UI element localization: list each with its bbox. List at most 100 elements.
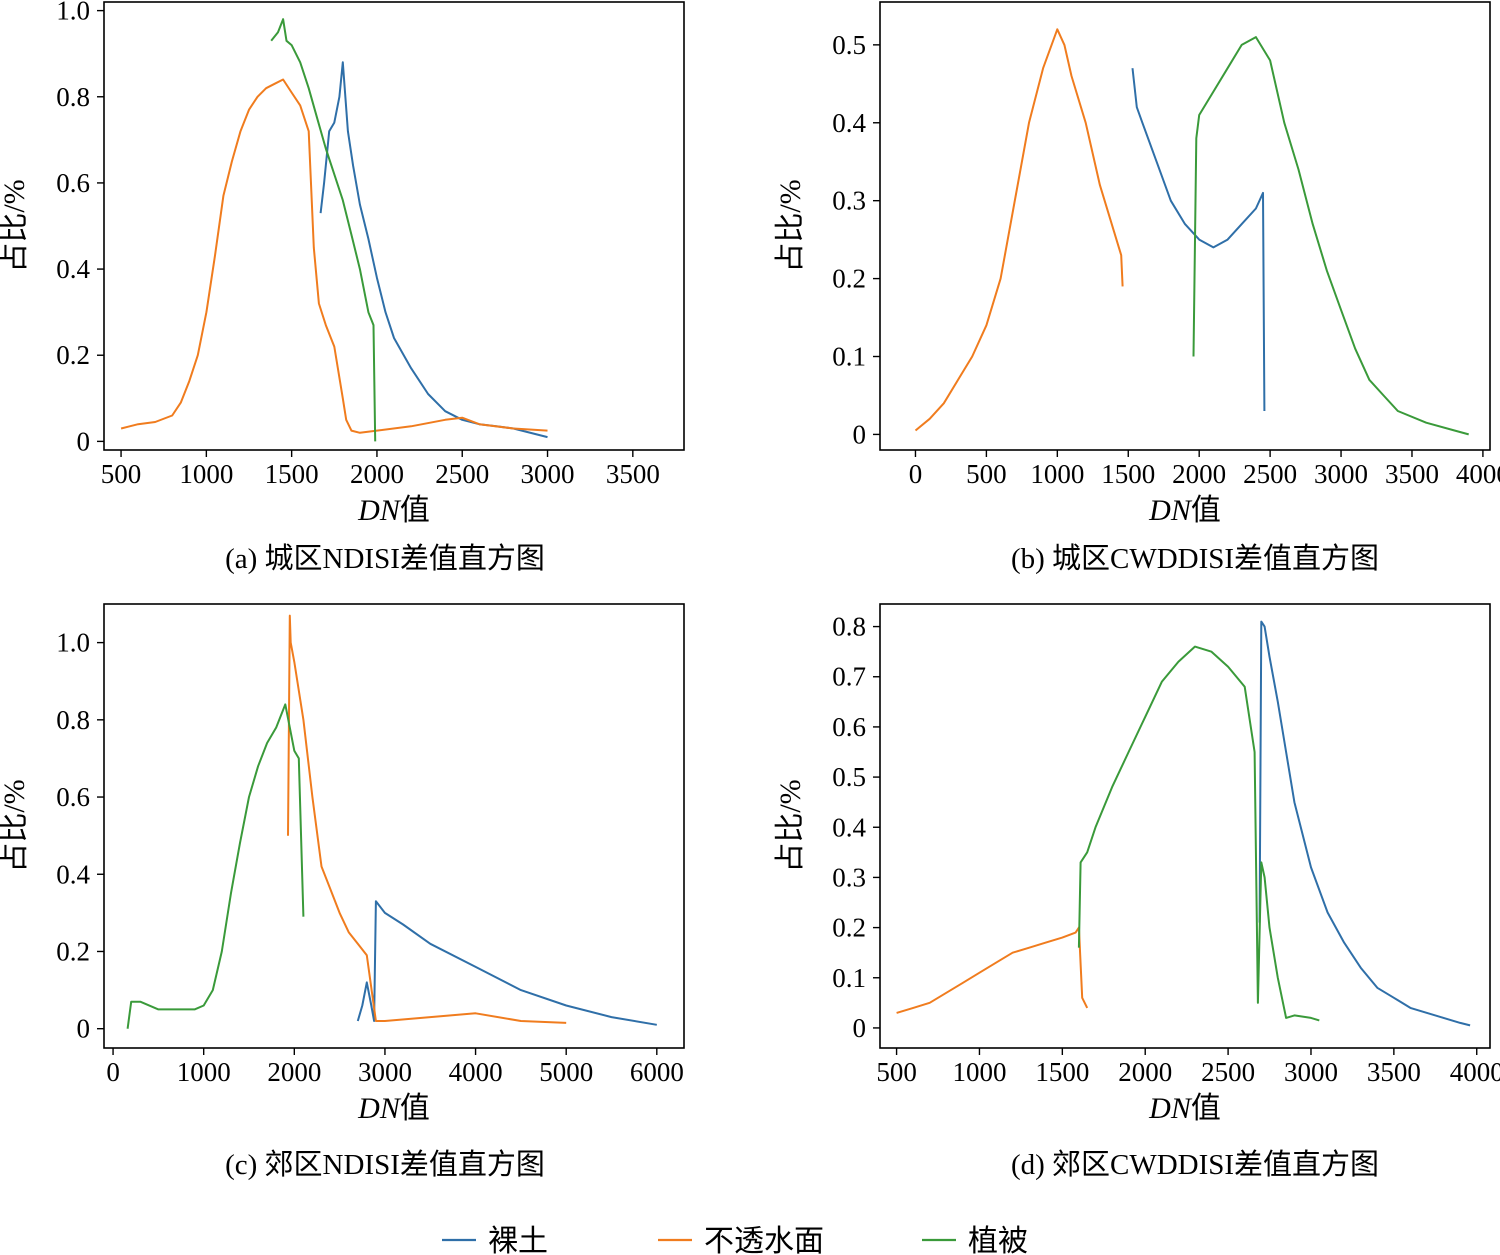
- x-tick-label: 1500: [1035, 1057, 1089, 1087]
- x-tick-label: 2000: [1172, 459, 1226, 489]
- x-tick-label: 2000: [350, 459, 404, 489]
- legend-label-2: 植被: [968, 1225, 1028, 1255]
- legend-label-0: 裸土: [488, 1225, 548, 1255]
- plot-frame: [103, 603, 685, 1049]
- y-tick-label: 0.5: [832, 762, 866, 792]
- y-tick-label: 0.8: [56, 82, 90, 112]
- plot-frame: [879, 603, 1491, 1049]
- x-tick-label: 0: [909, 459, 923, 489]
- x-axis-label-italic: DN: [1148, 494, 1193, 527]
- panel-caption: (b) 城区CWDDISI差值直方图: [1011, 542, 1379, 575]
- y-tick-label: 0.4: [56, 254, 90, 284]
- x-axis-label-italic: DN: [1148, 1092, 1193, 1125]
- chart-panel-1: 0 500 1000 1500 2000 2500 3000 3500 4000 0 0.1 0.2 0…: [774, 1, 1500, 575]
- y-tick-label: 0.4: [832, 108, 866, 138]
- series-line-1: [896, 926, 1089, 1014]
- panel-caption: (d) 郊区CWDDISI差值直方图: [1011, 1148, 1379, 1181]
- y-tick-label: 0.4: [832, 812, 866, 842]
- y-tick-label: 0.2: [56, 936, 90, 966]
- legend-label-1: 不透水面: [704, 1225, 824, 1255]
- y-tick-label: 0: [853, 419, 867, 449]
- x-axis-label: DN值: [1148, 494, 1221, 527]
- x-tick-label: 3000: [521, 459, 575, 489]
- series-line-0: [1131, 68, 1266, 412]
- y-tick-label: 0: [77, 1014, 91, 1044]
- y-tick-label: 0.1: [832, 342, 866, 372]
- x-tick-label: 500: [876, 1057, 917, 1087]
- x-tick-label: 3500: [606, 459, 660, 489]
- x-tick-label: 500: [101, 459, 142, 489]
- y-tick-label: 0.7: [832, 662, 866, 692]
- y-axis-label: 占比/%: [0, 779, 31, 872]
- y-tick-label: 0.8: [56, 705, 90, 735]
- x-axis-label-suffix: 值: [400, 494, 430, 527]
- y-tick-label: 0.2: [832, 264, 866, 294]
- y-tick-label: 0.6: [56, 168, 90, 198]
- y-tick-label: 0.8: [832, 612, 866, 642]
- x-axis-label-suffix: 值: [400, 1092, 430, 1125]
- chart-panel-0: 500 1000 1500 2000 2500 3000 3500 0 0.2 0.4 0.6 0.8…: [0, 0, 685, 575]
- x-axis-label-italic: DN: [357, 1092, 402, 1125]
- chart-panel-2: 0 1000 2000 3000 4000 5000 6000 0 0.2 0.4 0.6 0.8 1.…: [0, 603, 685, 1181]
- y-tick-label: 0.2: [832, 913, 866, 943]
- x-tick-label: 4000: [1450, 1057, 1500, 1087]
- x-tick-label: 1000: [952, 1057, 1006, 1087]
- series-line-2: [126, 703, 305, 1029]
- y-tick-label: 0.1: [832, 963, 866, 993]
- x-tick-label: 3000: [1314, 459, 1368, 489]
- chart-panel-3: 500 1000 1500 2000 2500 3000 3500 4000 0 0.1 0.2 0.…: [774, 603, 1500, 1181]
- x-tick-label: 1000: [179, 459, 233, 489]
- x-axis-label: DN值: [357, 1092, 430, 1125]
- x-tick-label: 0: [106, 1057, 120, 1087]
- y-tick-label: 1.0: [56, 628, 90, 658]
- series-line-2: [1077, 645, 1320, 1022]
- plot-frame: [103, 1, 685, 451]
- plot-frame: [879, 1, 1491, 451]
- series-line-0: [356, 900, 657, 1026]
- x-axis-label-italic: DN: [357, 494, 402, 527]
- x-tick-label: 2500: [1243, 459, 1297, 489]
- x-tick-label: 3000: [1284, 1057, 1338, 1087]
- y-tick-label: 0.3: [832, 862, 866, 892]
- y-tick-label: 0.5: [832, 30, 866, 60]
- x-tick-label: 2500: [435, 459, 489, 489]
- y-tick-label: 0: [853, 1013, 867, 1043]
- series-line-2: [270, 18, 377, 442]
- x-tick-label: 500: [966, 459, 1007, 489]
- series-line-0: [1258, 620, 1471, 1027]
- legend: 裸土 不透水面 植被: [442, 1225, 1028, 1255]
- x-tick-label: 2500: [1201, 1057, 1255, 1087]
- y-tick-label: 0.3: [832, 186, 866, 216]
- y-axis-label: 占比/%: [0, 179, 31, 272]
- series-line-1: [287, 614, 567, 1024]
- x-axis-label: DN值: [357, 494, 430, 527]
- x-tick-label: 4000: [1456, 459, 1500, 489]
- x-tick-label: 1000: [1030, 459, 1084, 489]
- x-axis-label-suffix: 值: [1191, 1092, 1221, 1125]
- series-line-1: [914, 28, 1124, 432]
- x-tick-label: 4000: [449, 1057, 503, 1087]
- y-tick-label: 0.4: [56, 859, 90, 889]
- series-line-2: [1192, 36, 1469, 436]
- x-tick-label: 1000: [177, 1057, 231, 1087]
- y-tick-label: 1.0: [56, 0, 90, 26]
- y-tick-label: 0.2: [56, 340, 90, 370]
- y-axis-label: 占比/%: [774, 779, 807, 872]
- x-axis-label-suffix: 值: [1191, 494, 1221, 527]
- x-tick-label: 3500: [1367, 1057, 1421, 1087]
- x-tick-label: 3000: [358, 1057, 412, 1087]
- series-line-1: [120, 78, 548, 434]
- y-tick-label: 0: [77, 426, 91, 456]
- y-tick-label: 0.6: [832, 712, 866, 742]
- y-tick-label: 0.6: [56, 782, 90, 812]
- x-tick-label: 1500: [265, 459, 319, 489]
- x-tick-label: 2000: [267, 1057, 321, 1087]
- panel-caption: (a) 城区NDISI差值直方图: [225, 542, 545, 575]
- panel-caption: (c) 郊区NDISI差值直方图: [225, 1148, 545, 1181]
- y-axis-label: 占比/%: [774, 179, 807, 272]
- x-axis-label: DN值: [1148, 1092, 1221, 1125]
- x-tick-label: 3500: [1385, 459, 1439, 489]
- x-tick-label: 1500: [1101, 459, 1155, 489]
- x-tick-label: 2000: [1118, 1057, 1172, 1087]
